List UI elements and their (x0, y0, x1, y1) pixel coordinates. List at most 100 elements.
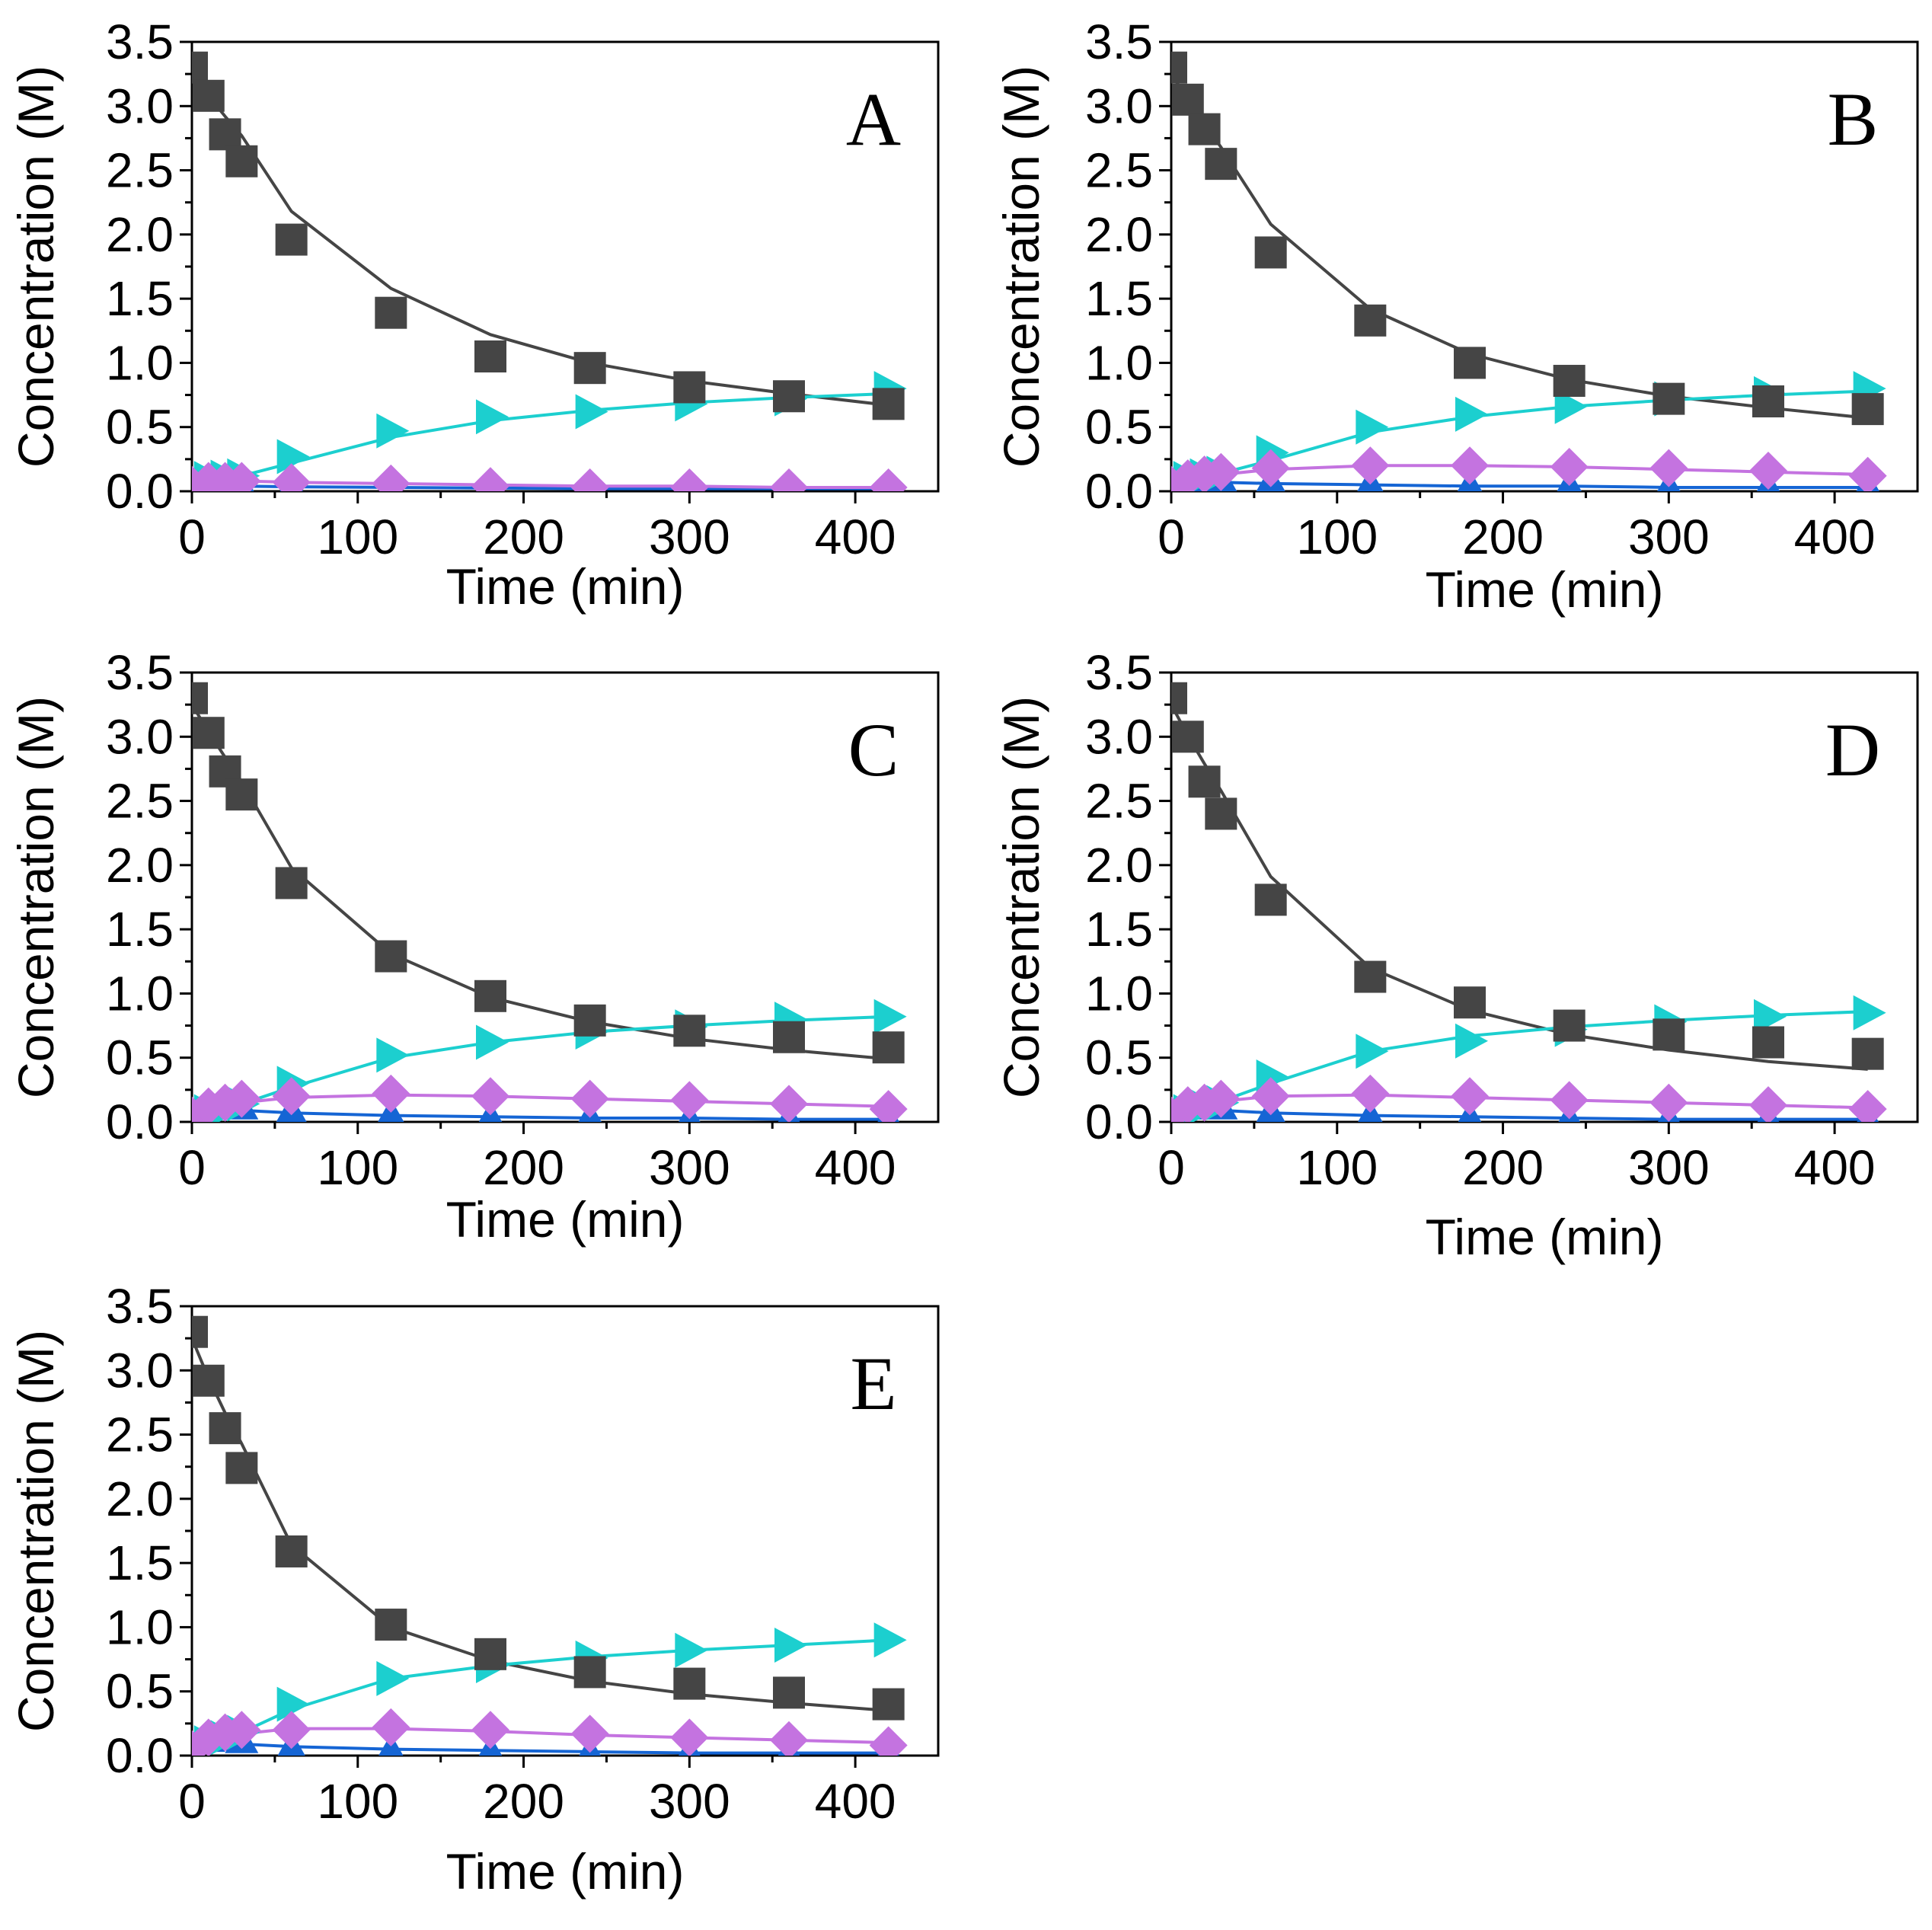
data-point-square (1205, 148, 1237, 181)
data-point-diamond (272, 1077, 311, 1116)
data-point-triangle-right (1853, 995, 1886, 1031)
y-tick-label: 1.5 (1085, 271, 1153, 326)
data-point-diamond (770, 1721, 808, 1756)
plot-area (192, 1315, 908, 1756)
data-point-diamond (222, 1079, 261, 1118)
data-point-square (474, 979, 506, 1012)
data-point-square (872, 388, 905, 420)
data-point-square (773, 1021, 805, 1053)
data-point-triangle-right (476, 399, 509, 435)
data-point-square (872, 1031, 905, 1064)
data-point-square (1553, 1009, 1586, 1042)
data-point-diamond (670, 468, 709, 491)
panel-label: B (1828, 77, 1879, 161)
y-tick-label: 2.5 (106, 1408, 174, 1462)
panel-label: E (850, 1341, 896, 1426)
data-point-diamond (222, 462, 261, 491)
y-tick-label: 2.5 (106, 143, 174, 198)
plot-area (192, 51, 908, 491)
data-point-square (573, 1004, 606, 1037)
data-point-diamond (1550, 447, 1589, 486)
x-tick-label: 200 (483, 1774, 564, 1829)
data-point-triangle-right (276, 1686, 310, 1722)
y-tick-label: 3.0 (1085, 78, 1153, 133)
y-tick-label: 0.5 (106, 1664, 174, 1719)
plot-frame (190, 40, 940, 493)
data-point-square (1752, 385, 1784, 417)
x-tick-label: 100 (317, 1140, 398, 1195)
data-point-square (1188, 113, 1221, 145)
data-point-triangle-right (1554, 388, 1588, 424)
data-point-diamond (471, 1077, 509, 1116)
y-tick-label: 0.0 (106, 464, 174, 519)
data-point-square (1171, 83, 1204, 116)
y-tick-label: 0.0 (1085, 464, 1153, 519)
x-tick-label: 200 (1462, 510, 1544, 564)
y-tick-label: 2.5 (106, 774, 174, 829)
y-axis-label: Concentration (M) (8, 66, 64, 468)
plot-area (1171, 682, 1887, 1122)
data-point-diamond (1848, 1090, 1887, 1122)
y-tick-label: 1.0 (106, 966, 174, 1021)
data-point-square (1205, 797, 1237, 830)
x-tick-label: 0 (178, 1774, 206, 1829)
data-point-square (1553, 365, 1586, 398)
y-tick-label: 1.5 (106, 271, 174, 326)
y-tick-label: 2.5 (1085, 774, 1153, 829)
data-point-diamond (1351, 1074, 1390, 1113)
y-tick-label: 2.0 (1085, 207, 1153, 262)
y-tick-label: 3.5 (106, 1279, 174, 1334)
y-tick-label: 2.5 (1085, 143, 1153, 198)
data-point-square (773, 1676, 805, 1709)
data-point-triangle-right (376, 1660, 410, 1696)
data-point-square (209, 118, 241, 151)
y-tick-label: 2.0 (106, 1471, 174, 1526)
x-tick-label: 400 (1794, 1140, 1876, 1195)
y-axis-label: Concentration (M) (993, 66, 1049, 468)
data-point-diamond (272, 1711, 311, 1749)
x-tick-label: 100 (317, 1774, 398, 1829)
x-tick-label: 100 (317, 510, 398, 564)
data-point-square (1653, 382, 1685, 415)
data-point-square (1653, 1018, 1685, 1051)
y-tick-label: 3.0 (106, 709, 174, 764)
x-tick-label: 400 (1794, 510, 1876, 564)
data-point-square (872, 1688, 905, 1721)
y-tick-label: 3.5 (1085, 14, 1153, 69)
chart-panel-e: 0 100 200 300 400 0.0 0.5 1.0 1.5 2.0 2.5 3.0 3.5 Tim… (8, 1279, 940, 1900)
y-tick-label: 2.0 (106, 207, 174, 262)
y-tick-label: 3.0 (106, 1343, 174, 1398)
data-point-diamond (372, 464, 410, 491)
data-point-square (225, 1452, 258, 1484)
x-tick-label: 0 (178, 510, 206, 564)
x-axis-label: Time (min) (1426, 561, 1664, 618)
y-tick-label: 1.0 (106, 335, 174, 390)
x-tick-label: 400 (815, 1140, 896, 1195)
data-point-square (225, 145, 258, 177)
data-point-triangle-right (873, 1622, 907, 1658)
data-point-square (375, 1609, 407, 1641)
y-tick-label: 3.0 (106, 78, 174, 133)
data-point-square (209, 1412, 241, 1445)
data-point-square (275, 223, 308, 256)
chart-panel-a: 0 100 200 300 400 0.0 0.5 1.0 1.5 2.0 2.5 3.0 3.5 Tim… (8, 14, 940, 615)
data-point-triangle-right (1356, 409, 1389, 445)
y-tick-label: 0.0 (1085, 1094, 1153, 1149)
x-tick-label: 400 (815, 1774, 896, 1829)
data-point-diamond (372, 1074, 410, 1113)
data-point-diamond (869, 1090, 908, 1122)
data-point-diamond (372, 1708, 410, 1746)
data-point-diamond (471, 1711, 509, 1749)
data-point-diamond (570, 1714, 609, 1753)
data-point-square (225, 778, 258, 811)
y-tick-label: 3.5 (106, 14, 174, 69)
x-tick-label: 0 (1158, 510, 1185, 564)
data-point-square (375, 940, 407, 973)
data-point-square (1851, 1037, 1884, 1070)
data-point-diamond (770, 468, 808, 491)
y-tick-label: 3.5 (1085, 645, 1153, 700)
data-point-triangle-right (575, 394, 608, 430)
x-tick-label: 400 (815, 510, 896, 564)
chart-panel-b: 0 100 200 300 400 0.0 0.5 1.0 1.5 2.0 2.5 3.0 3.5 Tim… (993, 14, 1919, 618)
